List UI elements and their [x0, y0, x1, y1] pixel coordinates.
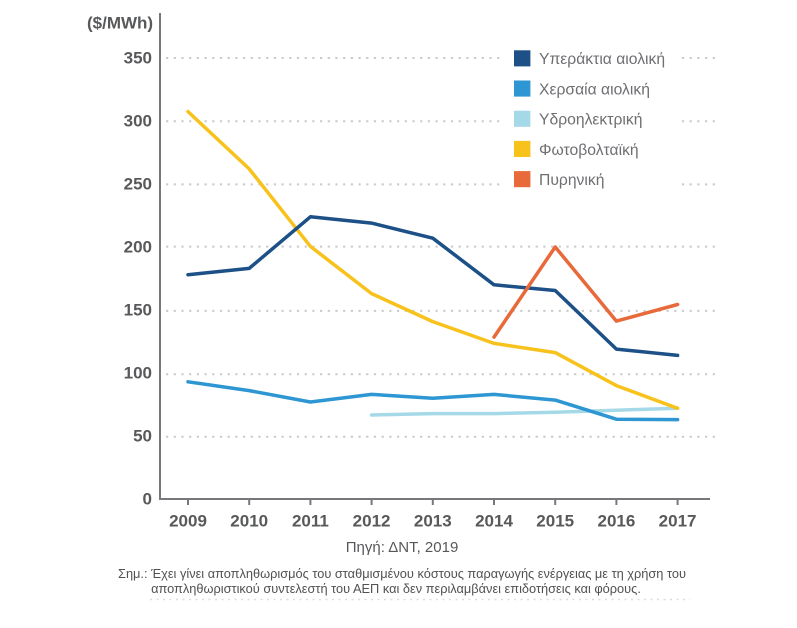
- svg-text:50: 50: [133, 427, 152, 446]
- svg-text:2017: 2017: [659, 512, 697, 531]
- svg-text:αποπληθωριστικού συντελεστή το: αποπληθωριστικού συντελεστή του ΑΕΠ και …: [151, 581, 641, 596]
- svg-text:Πυρηνική: Πυρηνική: [539, 172, 604, 189]
- svg-text:Σημ.: Έχει γίνει αποπληθωρισμό: Σημ.: Έχει γίνει αποπληθωρισμός του σταθ…: [118, 566, 686, 581]
- svg-text:250: 250: [124, 175, 152, 194]
- svg-text:2016: 2016: [597, 512, 635, 531]
- svg-text:2013: 2013: [414, 512, 452, 531]
- svg-text:Υπεράκτια αιολική: Υπεράκτια αιολική: [539, 51, 665, 68]
- svg-text:2011: 2011: [292, 512, 329, 531]
- svg-text:200: 200: [124, 238, 152, 257]
- svg-text:2014: 2014: [475, 512, 513, 531]
- svg-text:0: 0: [143, 490, 152, 509]
- svg-text:Φωτοβολταϊκή: Φωτοβολταϊκή: [539, 142, 639, 159]
- svg-text:2010: 2010: [230, 512, 268, 531]
- svg-text:100: 100: [124, 364, 152, 383]
- svg-text:2009: 2009: [169, 512, 207, 531]
- svg-text:Χερσαία αιολική: Χερσαία αιολική: [539, 81, 650, 98]
- svg-text:350: 350: [124, 49, 152, 68]
- svg-text:2012: 2012: [353, 512, 391, 531]
- svg-text:($/MWh): ($/MWh): [87, 14, 153, 33]
- svg-text:150: 150: [124, 301, 152, 320]
- svg-text:Πηγή: ΔΝΤ, 2019: Πηγή: ΔΝΤ, 2019: [346, 539, 459, 556]
- svg-text:Υδροηλεκτρική: Υδροηλεκτρική: [539, 112, 642, 129]
- svg-text:2015: 2015: [536, 512, 574, 531]
- svg-text:300: 300: [124, 112, 152, 131]
